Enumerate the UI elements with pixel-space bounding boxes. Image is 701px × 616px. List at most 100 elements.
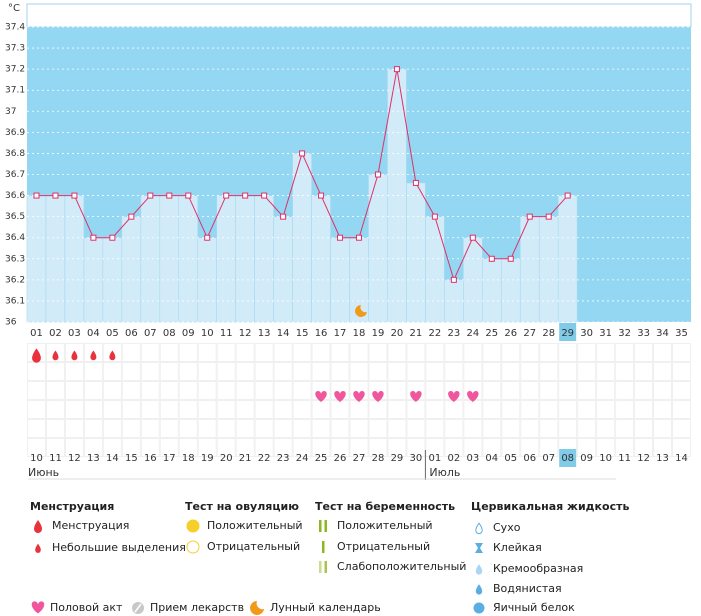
temperature-point (412, 179, 419, 186)
x-tick-label: 34 (656, 328, 669, 339)
grid-cell (254, 381, 274, 400)
x-tick-label: 11 (220, 328, 233, 339)
grid-cell (349, 400, 369, 419)
grid-cell (254, 362, 274, 381)
grid-cell (330, 400, 350, 419)
grid-cell (235, 362, 255, 381)
temperature-point (526, 213, 533, 220)
legend-icon (475, 522, 483, 535)
grid-cell (387, 419, 407, 438)
moon-icon (355, 305, 367, 317)
x-tick-label: 25 (485, 328, 498, 339)
grid-cell (482, 343, 502, 362)
menstruation-icon (71, 350, 78, 361)
grid-cell (672, 400, 691, 419)
calendar-date: 28 (372, 453, 385, 464)
legend-icon (250, 601, 264, 615)
y-tick-label: 36.2 (5, 275, 25, 285)
calendar-date: 22 (258, 453, 271, 464)
x-tick-label: 20 (391, 328, 404, 339)
legend-title: Тест на беременность (315, 500, 455, 513)
intercourse-icon (315, 391, 327, 402)
x-tick-label: 32 (618, 328, 631, 339)
temperature-point (299, 150, 306, 157)
temperature-point (223, 192, 230, 199)
grid-cell (235, 438, 255, 457)
calendar-date: 26 (334, 453, 347, 464)
grid-cell (520, 400, 540, 419)
grid-cell (159, 362, 179, 381)
x-tick-label: 09 (182, 328, 195, 339)
y-tick-label: 37.1 (5, 86, 25, 96)
y-tick-label: 36 (5, 318, 17, 328)
menstruation-icon (109, 350, 116, 361)
grid-cell (653, 343, 673, 362)
grid-cell (216, 362, 236, 381)
grid-cell (577, 438, 597, 457)
calendar-date: 09 (580, 453, 593, 464)
temperature-point (545, 213, 552, 220)
grid-cell (425, 362, 445, 381)
grid-cell (596, 438, 616, 457)
legend-item: Менструация (52, 519, 129, 532)
grid-cell (349, 438, 369, 457)
grid-cell (463, 343, 483, 362)
legend-item: Небольшие выделения (52, 541, 186, 554)
x-tick-label: 26 (504, 328, 517, 339)
grid-cell (27, 400, 46, 419)
grid-cell (140, 362, 160, 381)
grid-cell (520, 381, 540, 400)
grid-cell (121, 419, 141, 438)
x-tick-label: 23 (447, 328, 460, 339)
calendar-date: 23 (277, 453, 290, 464)
month-label: Июль (429, 466, 460, 479)
grid-cell (482, 381, 502, 400)
grid-cell (425, 438, 445, 457)
y-tick-label: 36.7 (5, 170, 25, 180)
grid-cell (311, 362, 331, 381)
grid-cell (292, 438, 312, 457)
legend-icon (186, 519, 200, 533)
grid-cell (501, 400, 521, 419)
legend-item: Яичный белок (493, 601, 575, 614)
x-tick-label: 05 (106, 328, 119, 339)
grid-cell (406, 419, 426, 438)
temperature-point (90, 234, 97, 241)
grid-cell (178, 381, 198, 400)
legend-title: Менструация (30, 500, 114, 513)
y-tick-label: 36.5 (5, 212, 25, 222)
temperature-point (356, 234, 362, 241)
grid-cell (159, 381, 179, 400)
grid-cell (197, 438, 217, 457)
grid-cell (444, 419, 464, 438)
grid-cell (45, 381, 65, 400)
grid-cell (216, 381, 236, 400)
x-tick-label: 07 (144, 328, 157, 339)
month-label: Июнь (28, 466, 59, 479)
grid-cell (577, 400, 597, 419)
grid-cell (121, 343, 141, 362)
temperature-point (488, 255, 495, 262)
calendar-date: 14 (675, 453, 688, 464)
grid-cell (520, 438, 540, 457)
grid-cell (254, 419, 274, 438)
grid-cell (539, 400, 559, 419)
temperature-point (52, 192, 59, 199)
temperature-point (450, 276, 457, 283)
grid-cell (368, 419, 388, 438)
grid-cell (539, 381, 559, 400)
grid-cell (501, 438, 521, 457)
grid-cell (653, 381, 673, 400)
legend-icon (319, 520, 322, 532)
calendar-date: 13 (656, 453, 669, 464)
temperature-point (374, 171, 381, 178)
x-tick-label: 18 (353, 328, 366, 339)
grid-cell (406, 362, 426, 381)
calendar-date: 11 (49, 453, 62, 464)
grid-cell (653, 419, 673, 438)
calendar-date: 13 (87, 453, 100, 464)
grid-cell (615, 343, 635, 362)
grid-cell (653, 438, 673, 457)
grid-cell (235, 419, 255, 438)
